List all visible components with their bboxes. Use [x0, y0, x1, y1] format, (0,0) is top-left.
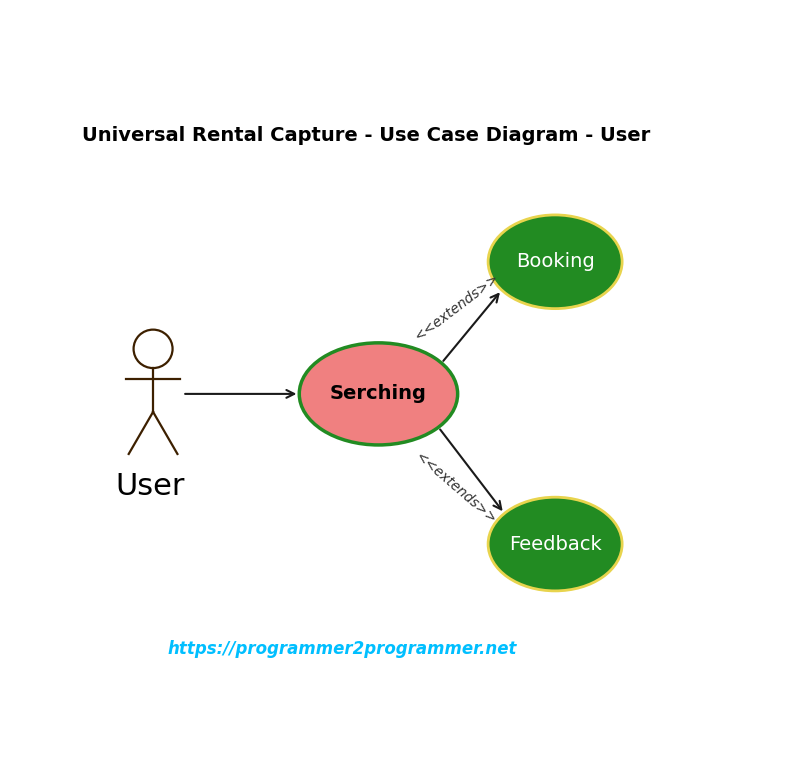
Text: https://programmer2programmer.net: https://programmer2programmer.net — [167, 640, 516, 658]
Text: <<extends>>: <<extends>> — [412, 271, 501, 344]
Text: User: User — [116, 473, 185, 502]
Text: <<extends>>: <<extends>> — [413, 450, 498, 527]
Text: Serching: Serching — [330, 385, 427, 403]
Ellipse shape — [488, 497, 623, 591]
Ellipse shape — [299, 343, 457, 445]
Ellipse shape — [488, 215, 623, 309]
Circle shape — [134, 330, 173, 368]
Text: Booking: Booking — [516, 252, 594, 271]
Text: Feedback: Feedback — [509, 534, 601, 554]
Text: Universal Rental Capture - Use Case Diagram - User: Universal Rental Capture - Use Case Diag… — [83, 126, 650, 145]
